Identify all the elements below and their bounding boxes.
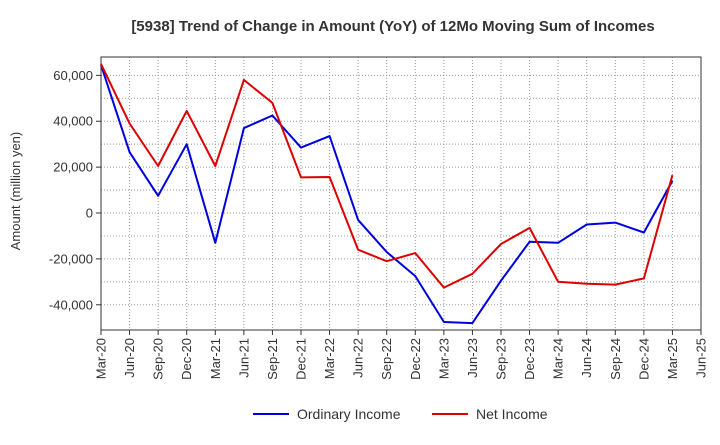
axis-layer: -40,000 -20,000 0 20,000 40,000 60,000 Mar-20 J…	[49, 56, 709, 380]
x-tick-label: Jun-23	[465, 338, 480, 378]
y-axis-label: Amount (million yen)	[8, 132, 23, 251]
x-tick-label: Dec-24	[636, 338, 651, 380]
y-tick-label: 40,000	[53, 114, 93, 129]
x-tick-label: Mar-21	[208, 338, 223, 379]
y-tick-label: -20,000	[49, 251, 93, 266]
legend: Ordinary Income Net Income	[253, 406, 548, 422]
x-tick-label: Jun-21	[236, 338, 251, 378]
x-tick-label: Mar-24	[551, 338, 566, 379]
y-tick-label: 20,000	[53, 160, 93, 175]
y-tick-label: -40,000	[49, 297, 93, 312]
x-tick-label: Dec-20	[179, 338, 194, 380]
x-tick-label: Sep-23	[494, 338, 509, 380]
y-tick-label: 0	[86, 206, 93, 221]
x-tick-label: Mar-25	[665, 338, 680, 379]
legend-label-ordinary-income: Ordinary Income	[297, 406, 401, 422]
x-tick-label: Mar-22	[322, 338, 337, 379]
x-tick-label: Dec-21	[294, 338, 309, 380]
x-tick-label: Dec-22	[408, 338, 423, 380]
plot-frame	[100, 56, 702, 331]
grid-layer	[100, 57, 702, 330]
x-tick-label: Mar-20	[94, 338, 109, 379]
x-tick-label: Mar-23	[436, 338, 451, 379]
x-tick-label: Jun-20	[122, 338, 137, 378]
x-tick-label: Sep-20	[151, 338, 166, 380]
series-line-net-income	[100, 63, 674, 289]
x-tick-label: Jun-25	[694, 338, 709, 378]
series-layer	[100, 63, 674, 325]
x-tick-label: Sep-22	[379, 338, 394, 380]
series-line-ordinary-income	[100, 64, 674, 325]
x-tick-label: Dec-23	[522, 338, 537, 380]
x-tick-label: Jun-24	[579, 338, 594, 378]
x-tick-label: Jun-22	[351, 338, 366, 378]
chart-title: [5938] Trend of Change in Amount (YoY) o…	[131, 18, 654, 35]
legend-label-net-income: Net Income	[476, 406, 548, 422]
x-tick-label: Sep-24	[608, 338, 623, 380]
y-tick-label: 60,000	[53, 68, 93, 83]
x-tick-label: Sep-21	[265, 338, 280, 380]
